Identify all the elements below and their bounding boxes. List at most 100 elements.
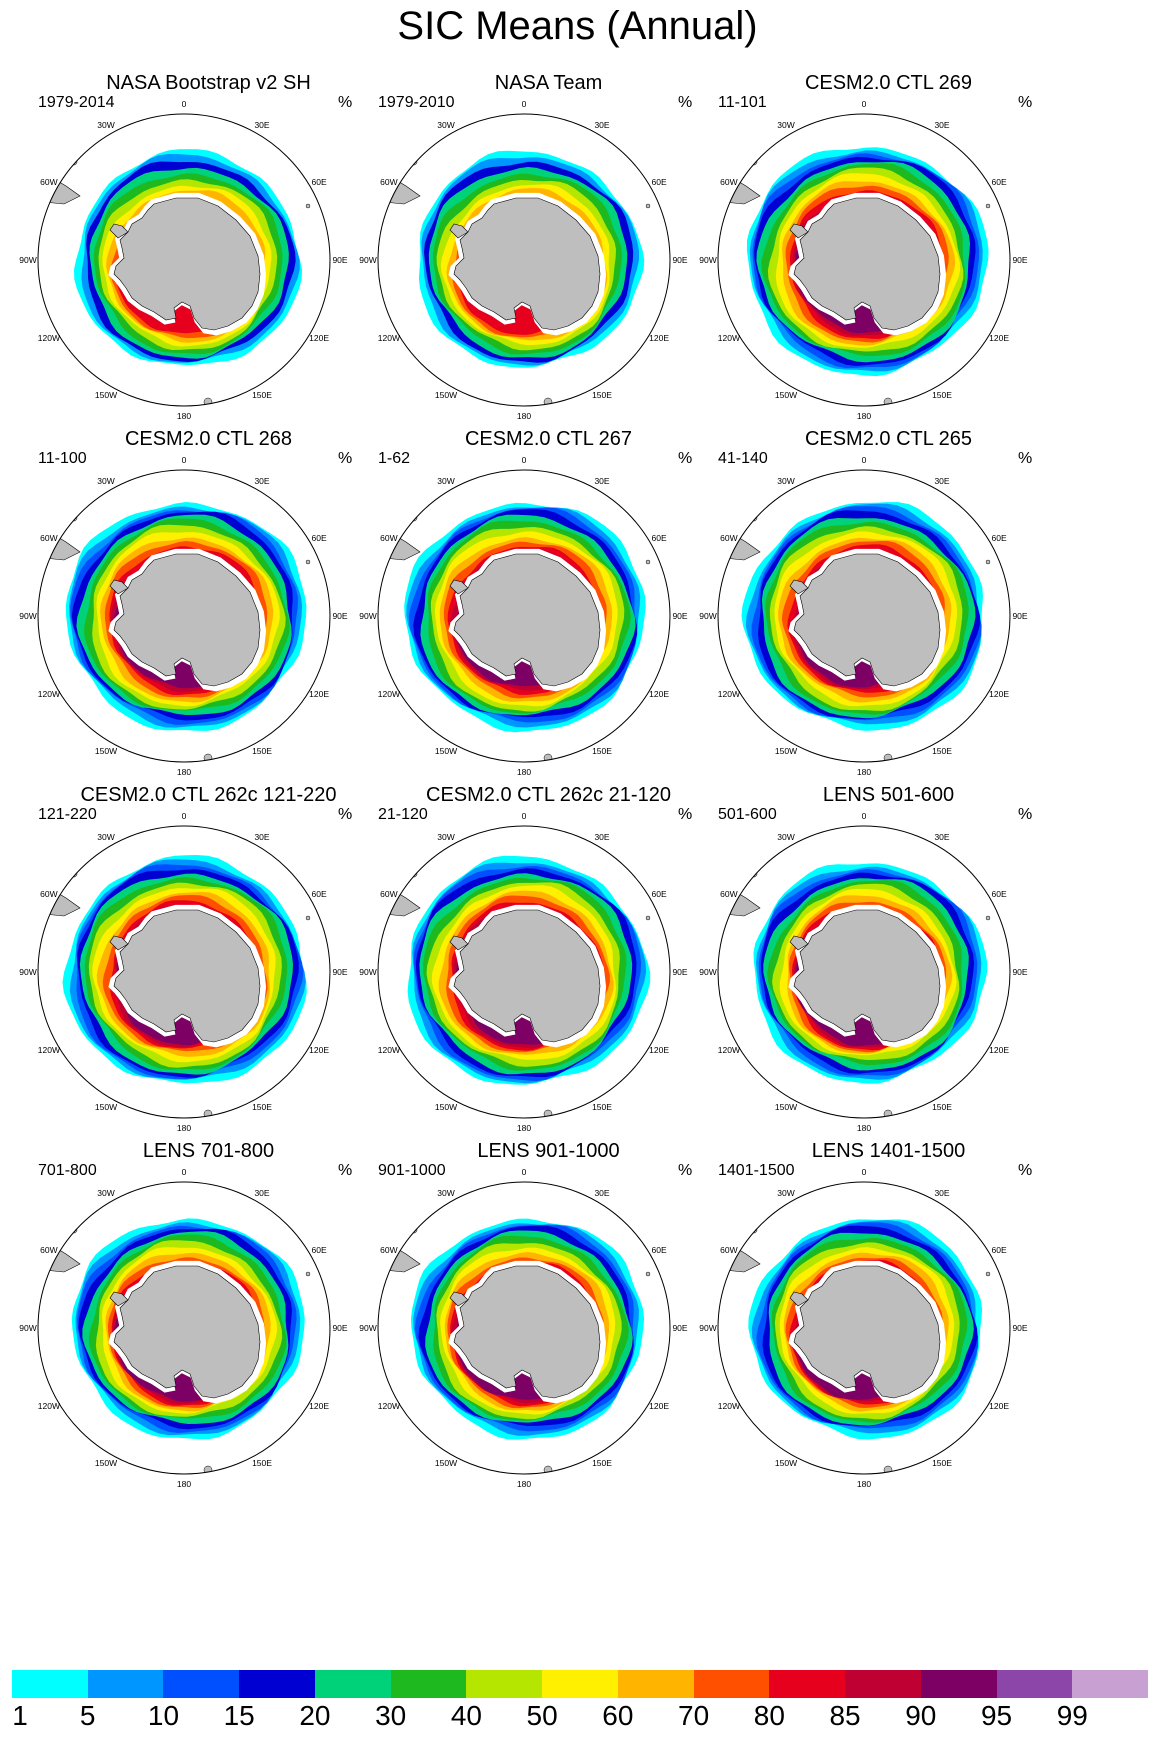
colorbar-segment — [163, 1670, 240, 1698]
antarctic-peninsula — [449, 223, 469, 239]
map-panel: CESM2.0 CTL 262c 121-220 121-220% 0 30E 60E 9… — [16, 784, 401, 1179]
antarctica-landmass — [453, 1265, 601, 1399]
longitude-label: 150E — [932, 390, 952, 400]
longitude-label: 180 — [177, 411, 191, 421]
map-boundary-circle — [37, 1181, 331, 1475]
island — [305, 915, 311, 921]
colorbar-tick-label: 5 — [79, 1700, 96, 1731]
longitude-label: 30E — [934, 832, 949, 842]
longitude-label: 180 — [177, 1479, 191, 1489]
longitude-label: 60E — [312, 177, 327, 187]
map-panel: NASA Bootstrap v2 SH 1979-2014% 0 30E 60E 90E… — [16, 72, 401, 467]
colorbar-tick-label: 95 — [980, 1700, 1013, 1731]
longitude-label: 30W — [97, 1188, 114, 1198]
longitude-label: 30W — [437, 1188, 454, 1198]
map-boundary-circle — [377, 469, 671, 763]
longitude-label: 60E — [652, 889, 667, 899]
longitude-label: 30E — [254, 832, 269, 842]
longitude-label: 150W — [775, 1102, 797, 1112]
colorbar-segment — [466, 1670, 543, 1698]
longitude-label: 180 — [517, 767, 531, 777]
polar-stereographic-map: 0 30E 60E 90E 120E 150E 180 150W 120W 90W 60W 30W — [19, 99, 348, 421]
longitude-label: 90W — [19, 1323, 36, 1333]
longitude-label: 60W — [720, 889, 737, 899]
colorbar-segment — [693, 1670, 770, 1698]
longitude-label: 120E — [989, 333, 1009, 343]
longitude-label: 180 — [517, 1479, 531, 1489]
longitude-label: 30W — [437, 832, 454, 842]
island — [985, 1271, 991, 1277]
panel-period-label: 11-101 — [718, 94, 767, 111]
longitude-label: 90W — [359, 1323, 376, 1333]
longitude-label: 90W — [19, 611, 36, 621]
longitude-label: 90E — [332, 611, 347, 621]
antarctica-landmass — [113, 1265, 261, 1399]
panel-period-label: 11-100 — [38, 450, 87, 467]
island — [305, 1271, 311, 1277]
longitude-label: 120W — [38, 1045, 60, 1055]
longitude-label: 90E — [1012, 1323, 1027, 1333]
longitude-label: 0 — [182, 1167, 187, 1177]
antarctic-peninsula — [449, 1291, 469, 1307]
panel-unit-label: % — [1018, 94, 1033, 111]
colorbar-tick-label: 15 — [223, 1700, 255, 1731]
longitude-label: 0 — [182, 99, 187, 109]
island — [985, 915, 991, 921]
longitude-label: 60E — [312, 533, 327, 543]
longitude-label: 150E — [252, 1458, 272, 1468]
longitude-label: 60E — [992, 1245, 1007, 1255]
colorbar-tick-label: 90 — [905, 1700, 937, 1731]
panel-unit-label: % — [338, 806, 353, 823]
colorbar-segment — [12, 1670, 89, 1698]
longitude-label: 150E — [252, 746, 272, 756]
longitude-label: 30W — [777, 120, 794, 130]
longitude-label: 150E — [252, 390, 272, 400]
longitude-label: 60E — [992, 533, 1007, 543]
longitude-label: 90W — [699, 1323, 716, 1333]
longitude-label: 150W — [435, 1458, 457, 1468]
longitude-label: 30E — [594, 476, 609, 486]
map-boundary-circle — [717, 1181, 1011, 1475]
panel-unit-label: % — [338, 94, 353, 111]
longitude-label: 120E — [309, 1401, 329, 1411]
map-boundary-circle — [717, 113, 1011, 407]
longitude-label: 180 — [177, 767, 191, 777]
longitude-label: 60W — [380, 1245, 397, 1255]
panel-title: CESM2.0 CTL 265 — [804, 428, 973, 450]
longitude-label: 180 — [857, 1479, 871, 1489]
longitude-label: 30W — [777, 832, 794, 842]
longitude-label: 120E — [649, 689, 669, 699]
colorbar-tick-label: 1 — [12, 1700, 28, 1731]
panel-period-label: 21-120 — [378, 806, 428, 823]
panel-title: CESM2.0 CTL 262c 21-120 — [426, 784, 671, 806]
longitude-label: 120E — [989, 1045, 1009, 1055]
antarctica-landmass — [113, 553, 261, 687]
longitude-label: 90W — [359, 611, 376, 621]
longitude-label: 90E — [672, 255, 687, 265]
map-boundary-circle — [37, 825, 331, 1119]
longitude-label: 60E — [992, 889, 1007, 899]
colorbar-segment — [996, 1670, 1073, 1698]
panel-period-label: 901-1000 — [378, 1162, 446, 1179]
longitude-label: 90E — [672, 967, 687, 977]
antarctica-landmass — [453, 909, 601, 1043]
longitude-label: 120W — [718, 1045, 740, 1055]
longitude-label: 30W — [97, 832, 114, 842]
longitude-label: 180 — [517, 411, 531, 421]
antarctic-peninsula — [109, 579, 129, 595]
longitude-label: 30W — [437, 476, 454, 486]
longitude-label: 90W — [359, 255, 376, 265]
colorbar-tick-label: 99 — [1056, 1700, 1088, 1731]
longitude-label: 120W — [718, 333, 740, 343]
map-panel: CESM2.0 CTL 268 11-100% 0 30E 60E 90E 120E 150E… — [16, 428, 401, 823]
antarctic-peninsula — [449, 935, 469, 951]
longitude-label: 120E — [989, 689, 1009, 699]
longitude-label: 30E — [254, 476, 269, 486]
longitude-label: 30E — [254, 120, 269, 130]
longitude-label: 150W — [775, 1458, 797, 1468]
longitude-label: 90W — [19, 967, 36, 977]
longitude-label: 120W — [378, 689, 400, 699]
longitude-label: 30W — [97, 120, 114, 130]
longitude-label: 150W — [95, 390, 117, 400]
colorbar — [12, 1670, 1149, 1698]
